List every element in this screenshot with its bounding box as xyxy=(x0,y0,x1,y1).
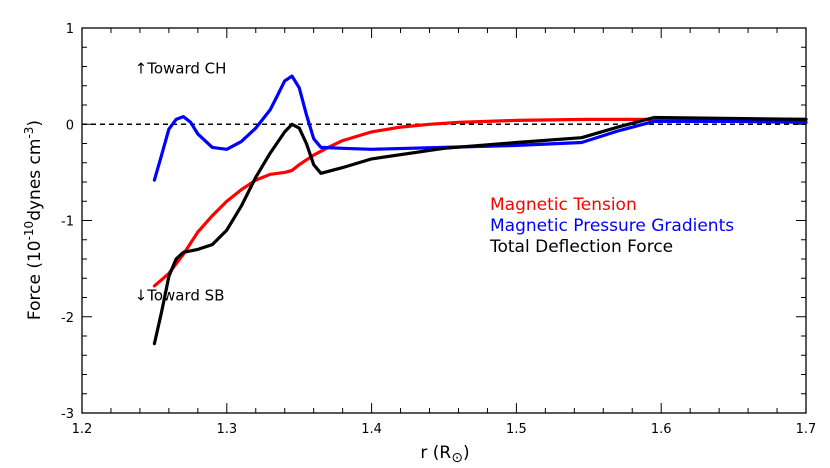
y-tick-label: 1 xyxy=(66,22,74,37)
y-axis-title-mid: dynes cm xyxy=(25,139,45,221)
annotation: ↓Toward SB xyxy=(135,287,225,305)
x-axis-title-subscript: ⊙ xyxy=(451,450,463,466)
legend-entry: Total Deflection Force xyxy=(489,237,673,257)
y-tick-label: -3 xyxy=(61,407,74,422)
legend-entry: Magnetic Tension xyxy=(490,195,637,215)
x-tick-label: 1.3 xyxy=(216,422,237,437)
x-tick-label: 1.4 xyxy=(361,422,382,437)
y-axis-title-exp2: -3 xyxy=(22,127,36,139)
x-axis-title-suffix: ) xyxy=(463,443,470,463)
legend-entry: Magnetic Pressure Gradients xyxy=(490,216,734,236)
x-tick-label: 1.2 xyxy=(72,422,93,437)
series-line-magnetic-tension xyxy=(152,117,808,288)
y-axis-title-main: Force (10 xyxy=(25,240,45,320)
series-line-magnetic-pressure-gradients xyxy=(152,74,808,182)
y-axis-title-exp1: -10 xyxy=(22,221,36,241)
y-tick-label: -2 xyxy=(61,311,74,326)
y-axis-title: Force (10-10dynes cm-3) xyxy=(22,120,45,320)
x-tick-label: 1.5 xyxy=(506,422,527,437)
y-tick-label: 0 xyxy=(66,118,74,133)
x-tick-label: 1.7 xyxy=(796,422,817,437)
y-axis-title-suffix: ) xyxy=(25,120,45,127)
annotation: ↑Toward CH xyxy=(135,59,227,77)
x-tick-label: 1.6 xyxy=(651,422,672,437)
series-line-total-deflection-force xyxy=(152,115,808,346)
plot-layer: 1.2 1.3 1.4 1.5 1.6 1.7 -3 -2 -1 0 1 Magnetic Tensi… xyxy=(61,22,816,437)
x-axis-title: r (R⊙) xyxy=(420,443,469,466)
y-tick-label: -1 xyxy=(61,215,74,230)
x-axis-title-main: r (R xyxy=(420,443,451,463)
